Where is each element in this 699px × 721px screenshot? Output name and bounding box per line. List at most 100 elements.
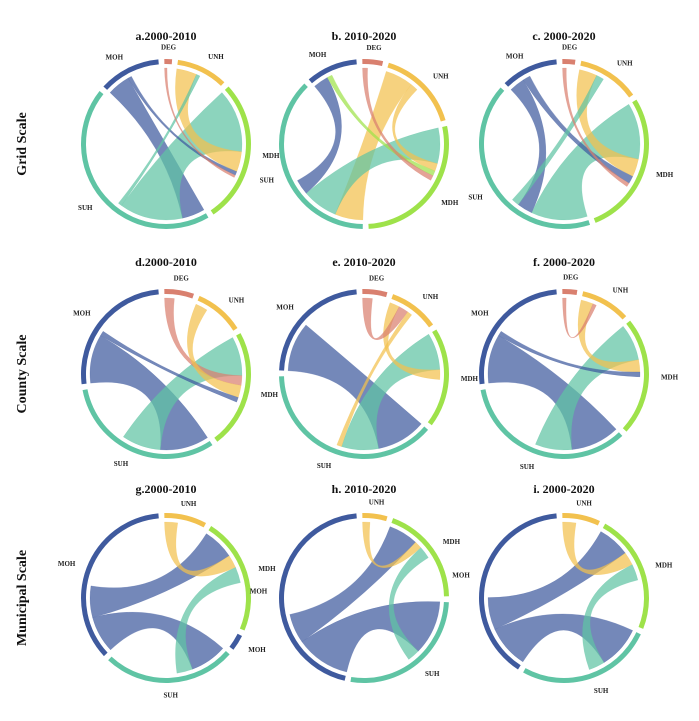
- chord-segment-unh: [197, 295, 238, 331]
- segment-label: MDH: [441, 199, 459, 207]
- chord-segment-mdh: [602, 523, 649, 629]
- panel-title: f. 2000-2020: [533, 255, 595, 269]
- chord-ribbon-moh-mdh: [487, 531, 626, 630]
- chord-segment-deg: [164, 289, 195, 299]
- panel-title: c. 2000-2020: [532, 29, 595, 43]
- chord-panel-1-1: e. 2010-2020 DEG UNH MDH SUH MOH: [276, 255, 478, 470]
- segment-label: MDH: [258, 565, 276, 573]
- segment-label: DEG: [369, 274, 385, 282]
- chord-panel-2-0: g.2000-2010 UNH MDH MOH SUH MOH: [58, 482, 276, 699]
- chord-segment-moh: [504, 59, 557, 87]
- chord-segment-deg: [562, 59, 576, 65]
- panel-title: b. 2010-2020: [332, 29, 397, 43]
- chord-ribbon-moh-mdh: [89, 533, 230, 618]
- segment-label: DEG: [366, 44, 382, 52]
- chord-ribbon-unh-mdh: [187, 303, 242, 398]
- segment-label: MOH: [452, 571, 470, 579]
- chord-ribbon-unh-mdh: [392, 84, 438, 172]
- chord-panel-2-2: i. 2000-2020 UNH MDH SUH MOH: [452, 482, 673, 695]
- segment-label: DEG: [174, 275, 190, 283]
- chord-segment-unh: [387, 62, 446, 122]
- chord-ribbon-deg-unh: [362, 297, 409, 341]
- chord-ribbon-deg-mdh: [164, 67, 236, 178]
- segment-label: MOH: [58, 560, 76, 568]
- chord-segment-mdh: [391, 518, 449, 597]
- chord-ribbon-unh-mdh: [362, 521, 422, 568]
- segment-label: DEG: [562, 44, 578, 52]
- chord-segment-moh: [308, 59, 357, 84]
- segment-label: MDH: [656, 171, 674, 179]
- segment-label: MOH: [248, 646, 266, 654]
- chord-segment-moh: [103, 59, 159, 90]
- chord-panel-2-1: h. 2010-2020 UNH MDH SUH MOH: [250, 482, 461, 683]
- chord-ribbon-suh-mdh: [175, 567, 241, 674]
- chord-ribbon-deg-mdh: [562, 67, 630, 187]
- chord-segment-unh: [164, 513, 207, 528]
- chord-segment-moh: [229, 633, 243, 650]
- chord-segment-mdh: [210, 86, 252, 215]
- chord-ribbon-deg-unh: [562, 297, 597, 339]
- chord-ribbon-suh-unh: [118, 74, 201, 206]
- chord-segment-deg: [164, 59, 173, 65]
- segment-label: UNH: [617, 59, 633, 67]
- panel-title: e. 2010-2020: [332, 255, 395, 269]
- chord-ribbon-moh-suh: [287, 324, 422, 449]
- chord-ribbon-unh-suh: [336, 311, 413, 447]
- chord-ribbon-moh-suh: [487, 335, 617, 450]
- chord-segment-unh: [391, 294, 434, 328]
- chord-ribbon-unh-mdh: [562, 521, 633, 575]
- row-label-2: Municipal Scale: [15, 550, 30, 646]
- panel-title: d.2000-2010: [135, 255, 197, 269]
- segment-label: MDH: [661, 374, 679, 382]
- segment-label: SUH: [78, 204, 93, 212]
- chord-panel-1-0: d.2000-2010 DEG UNH MDH SUH MOH: [73, 255, 278, 468]
- segment-label: SUH: [164, 691, 179, 699]
- chord-segment-mdh: [622, 320, 649, 432]
- segment-label: UNH: [576, 500, 592, 508]
- chord-ribbon-moh-suh: [89, 335, 208, 451]
- chord-ribbon-unh-suh: [334, 71, 412, 221]
- chord-panel-1-2: f. 2000-2020 DEG UNH MDH SUH MOH: [471, 255, 679, 471]
- chord-ribbon-suh-mdh: [388, 547, 429, 660]
- row-label-0: Grid Scale: [15, 112, 30, 175]
- segment-label: MOH: [276, 304, 294, 312]
- chord-ribbon-moh-suh: [92, 611, 224, 670]
- row-label-1: County Scale: [15, 335, 30, 414]
- chord-segment-deg: [562, 288, 578, 295]
- chord-ribbon-suh-mdh: [121, 92, 243, 221]
- panel-title: i. 2000-2020: [533, 482, 594, 496]
- panel-title: h. 2010-2020: [332, 482, 397, 496]
- chord-ribbon-moh-mdh: [289, 526, 416, 643]
- chord-ribbon-suh-mdh: [531, 103, 641, 221]
- chord-segment-moh: [80, 289, 159, 385]
- chord-ribbon-moh-suh: [297, 77, 342, 194]
- chord-segment-suh: [278, 83, 363, 229]
- segment-label: SUH: [425, 670, 440, 678]
- chord-segment-suh: [480, 389, 623, 459]
- chord-ribbon-moh-suh: [494, 613, 634, 663]
- segment-label: UNH: [229, 296, 245, 304]
- chord-segment-moh: [81, 513, 159, 657]
- chord-segment-unh: [562, 513, 600, 526]
- segment-label: MOH: [471, 310, 489, 318]
- chord-segment-moh: [279, 289, 357, 371]
- segment-label: MDH: [655, 562, 673, 570]
- segment-label: UNH: [208, 53, 224, 61]
- segment-label: SUH: [468, 193, 483, 201]
- chord-segment-suh: [81, 91, 209, 229]
- segment-label: MOH: [106, 54, 124, 62]
- chord-ribbon-deg-mdh: [164, 297, 243, 386]
- segment-label: MDH: [261, 391, 279, 399]
- chord-ribbon-suh-mdh: [122, 337, 243, 451]
- segment-label: MDH: [461, 375, 479, 383]
- chord-segment-suh: [108, 651, 230, 683]
- chord-segment-mdh: [214, 333, 251, 442]
- segment-label: UNH: [423, 293, 439, 301]
- chord-segment-suh: [82, 389, 213, 460]
- segment-label: MOH: [506, 52, 524, 60]
- chord-ribbon-moh-suh: [301, 601, 441, 673]
- chord-segment-mdh: [427, 329, 449, 426]
- segment-label: SUH: [260, 177, 275, 185]
